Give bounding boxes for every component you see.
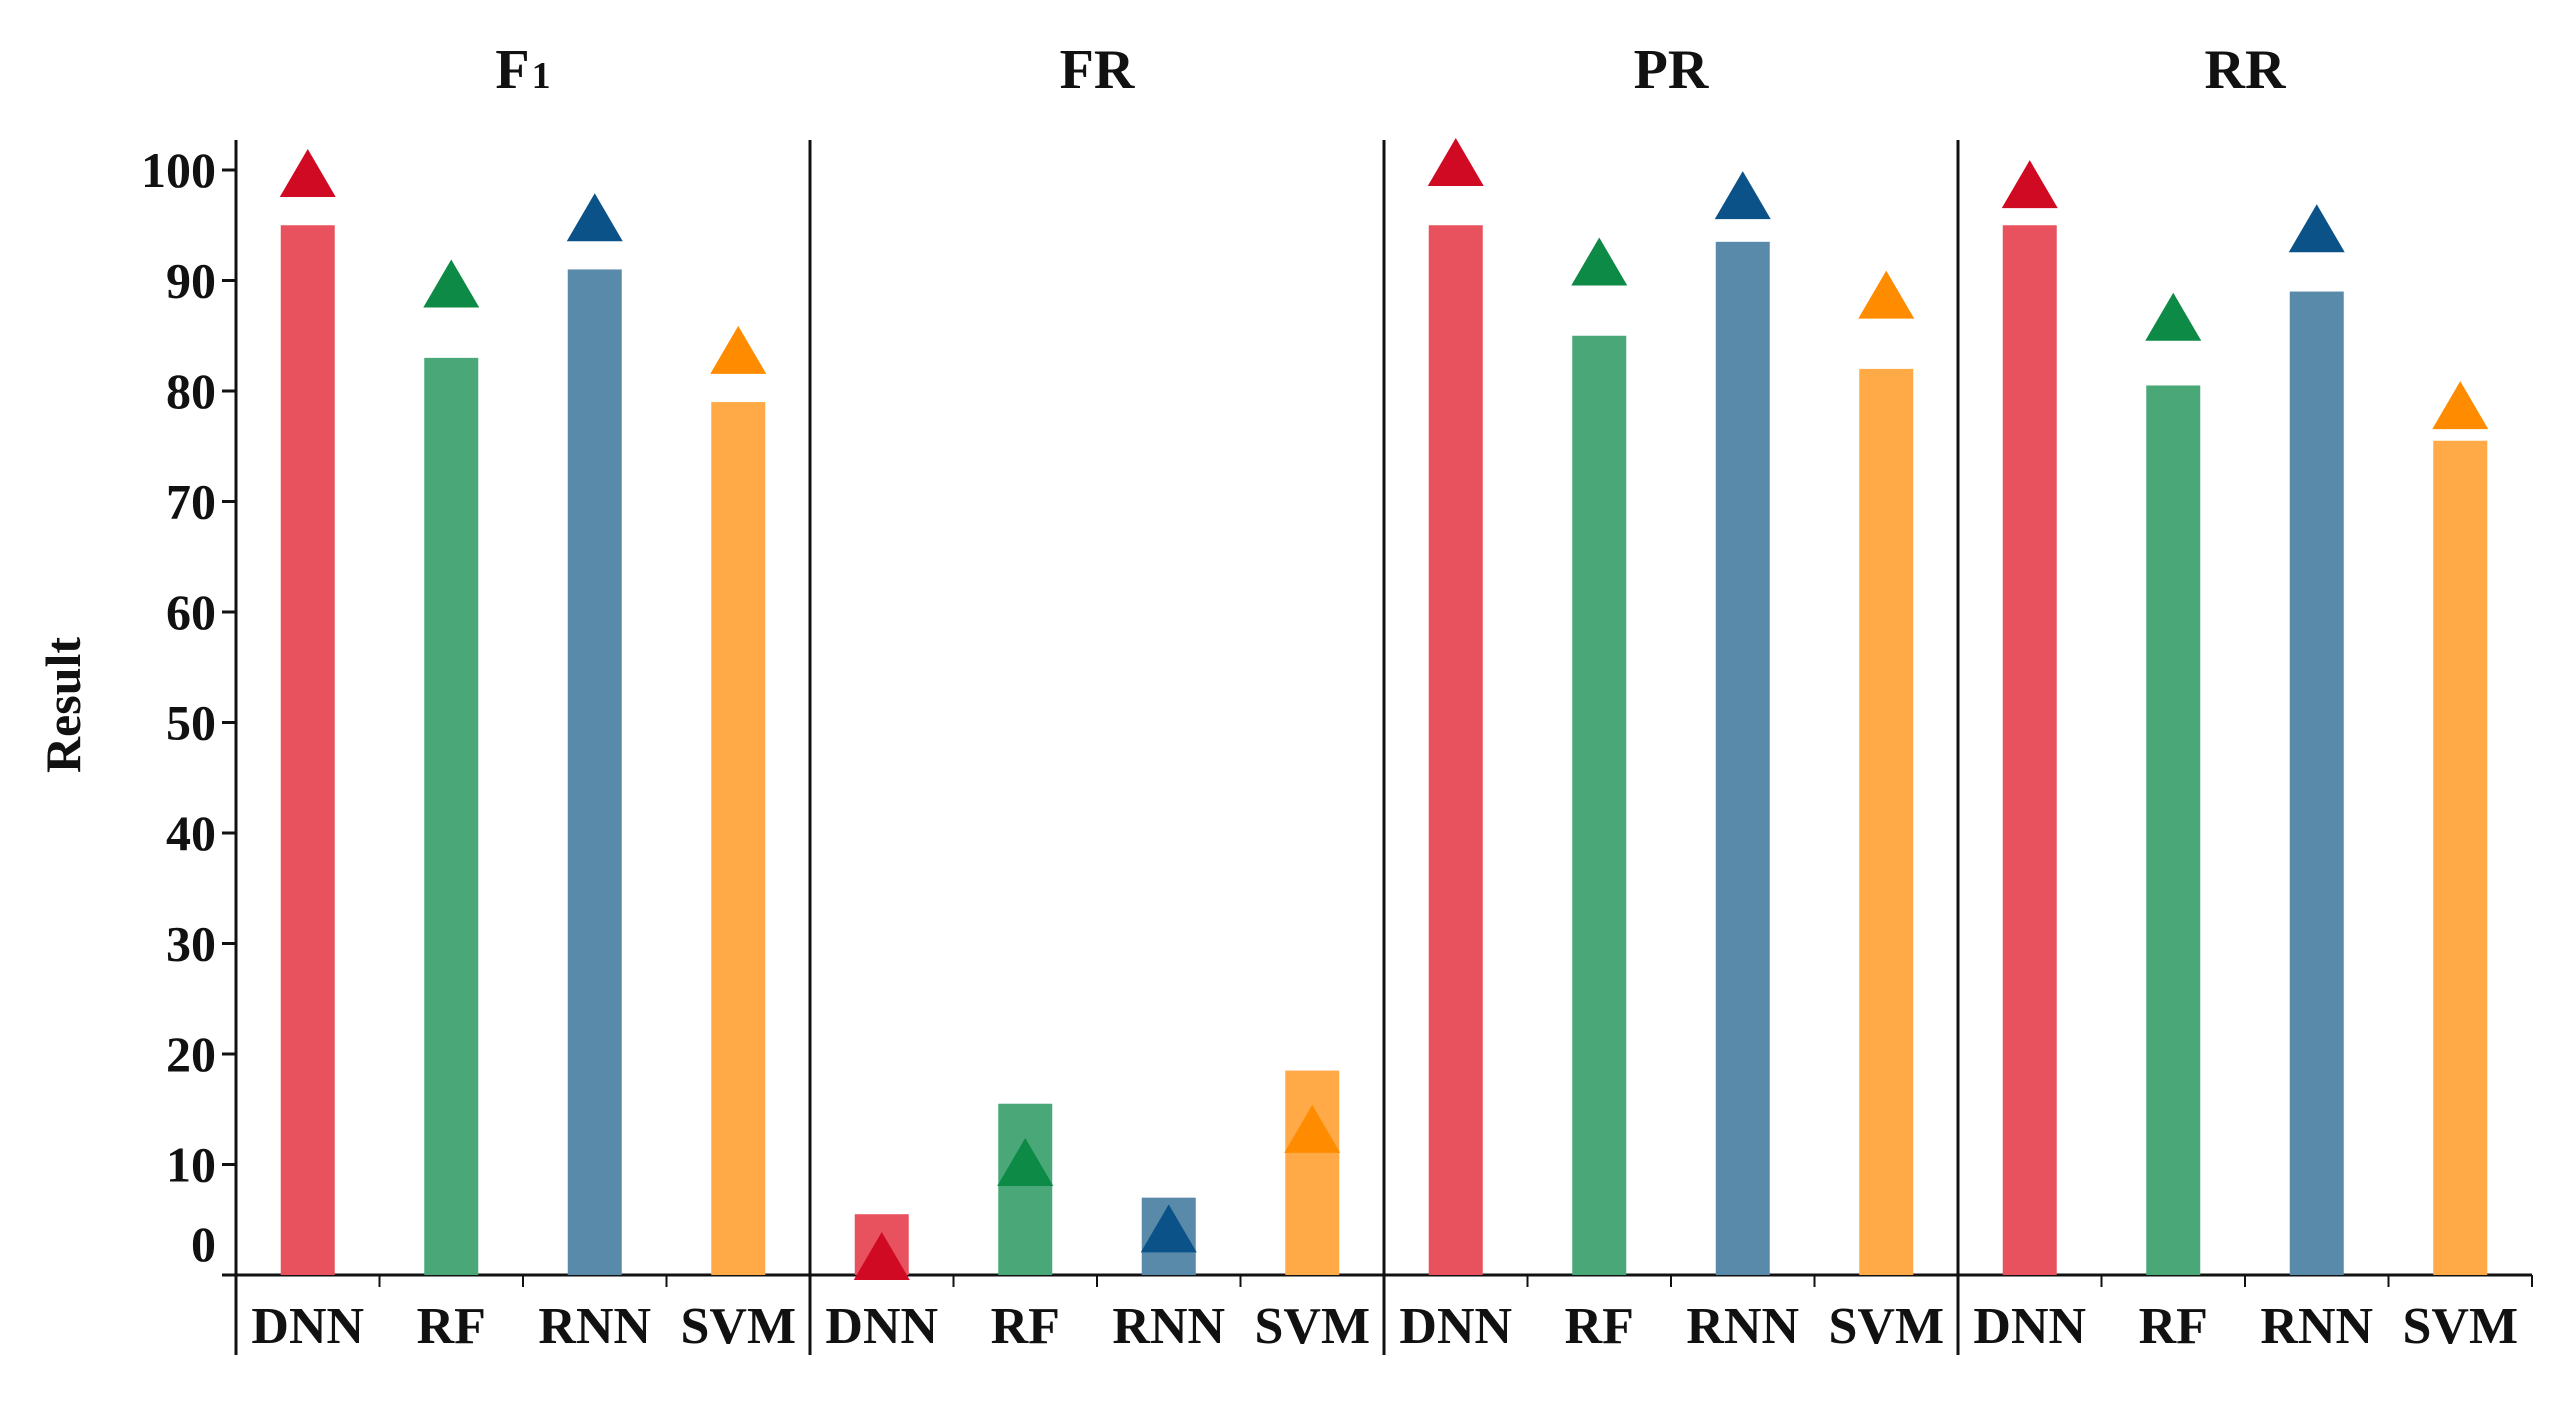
bar-rr-svm: [2433, 440, 2488, 1276]
y-tick-label: 0: [191, 1216, 216, 1272]
marker-fr-rnn: [1140, 1204, 1197, 1253]
x-category-label: DNN: [1399, 1298, 1512, 1355]
bar-f1-dnn: [280, 225, 335, 1275]
y-tick-label: 20: [166, 1026, 216, 1082]
marker-pr-dnn: [1427, 138, 1484, 186]
marker-pr-rf: [1571, 237, 1628, 286]
x-category-label: SVM: [2402, 1298, 2518, 1355]
bar-pr-svm: [1859, 368, 1914, 1275]
x-category-label: RNN: [538, 1298, 651, 1355]
bar-f1-rf: [424, 357, 479, 1276]
x-category-label: DNN: [251, 1298, 364, 1355]
x-category-label: DNN: [825, 1298, 938, 1355]
bar-rr-dnn: [2002, 225, 2057, 1275]
marker-rr-svm: [2432, 381, 2489, 430]
x-category-label: SVM: [1828, 1298, 1944, 1355]
marker-rr-rf: [2145, 292, 2202, 341]
marker-pr-svm: [1858, 270, 1915, 319]
y-axis-title: Result: [35, 637, 91, 773]
labels-layer: Result 0 10 20 30 40 50 60 70 80 90 100 F1 DNN RF RNN S…: [35, 39, 2518, 1355]
panel-title: F1: [495, 39, 550, 101]
x-category-label: RNN: [2260, 1298, 2373, 1355]
marker-pr-rnn: [1714, 171, 1771, 220]
bar-fr-rf: [998, 1103, 1053, 1275]
panel-title: RR: [2205, 39, 2286, 101]
marker-f1-rf: [423, 259, 480, 308]
y-tick-label: 40: [166, 805, 216, 861]
marker-f1-dnn: [279, 149, 336, 198]
y-tick-label: 60: [166, 584, 216, 640]
y-tick-label: 30: [166, 916, 216, 972]
x-category-label: RNN: [1112, 1298, 1225, 1355]
marker-f1-rnn: [566, 193, 623, 242]
x-category-label: RF: [2139, 1298, 2208, 1355]
x-category-label: DNN: [1973, 1298, 2086, 1355]
marker-rr-rnn: [2288, 204, 2345, 253]
marker-fr-rf: [997, 1138, 1054, 1187]
bar-pr-dnn: [1428, 225, 1483, 1275]
bar-rr-rf: [2146, 385, 2201, 1276]
y-tick-label: 80: [166, 363, 216, 419]
y-tick-label: 10: [166, 1137, 216, 1193]
x-category-label: SVM: [1254, 1298, 1370, 1355]
bars-layer: [279, 138, 2489, 1280]
panel-title: FR: [1060, 39, 1135, 101]
bar-fr-svm: [1285, 1070, 1340, 1275]
y-tick-label: 90: [166, 253, 216, 309]
x-category-label: RF: [417, 1298, 486, 1355]
y-tick-label: 100: [141, 142, 216, 198]
bar-rr-rnn: [2289, 291, 2344, 1275]
bar-pr-rnn: [1715, 241, 1770, 1276]
marker-f1-svm: [710, 325, 767, 374]
marker-fr-dnn: [853, 1231, 910, 1280]
marker-rr-dnn: [2001, 160, 2058, 209]
y-tick-label: 70: [166, 474, 216, 530]
x-category-label: RF: [991, 1298, 1060, 1355]
marker-fr-svm: [1284, 1104, 1341, 1153]
bar-f1-rnn: [567, 269, 622, 1275]
x-category-label: SVM: [680, 1298, 796, 1355]
y-tick-label: 50: [166, 695, 216, 751]
bar-pr-rf: [1572, 335, 1627, 1275]
x-category-label: RNN: [1686, 1298, 1799, 1355]
panel-title: PR: [1634, 39, 1709, 101]
bar-f1-svm: [711, 402, 766, 1275]
x-category-label: RF: [1565, 1298, 1634, 1355]
